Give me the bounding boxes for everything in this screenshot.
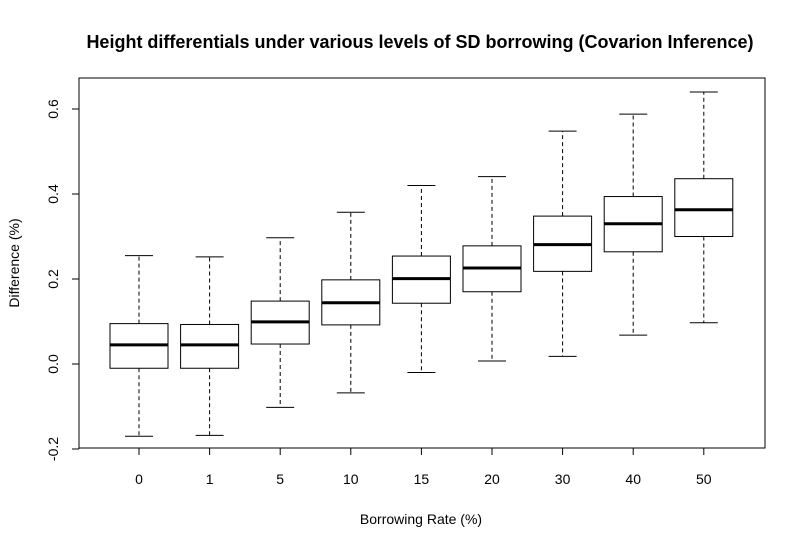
chart-title: Height differentials under various level…	[86, 32, 753, 52]
x-tick-label: 30	[555, 471, 571, 487]
y-tick-label: 0.4	[45, 184, 61, 204]
x-axis-label: Borrowing Rate (%)	[360, 511, 482, 527]
box-group-50	[674, 91, 734, 324]
box-group-0	[109, 255, 169, 437]
box-group-15	[391, 185, 451, 373]
y-axis-label: Difference (%)	[6, 218, 22, 307]
box-group-1	[180, 256, 240, 436]
y-tick-label: 0.6	[45, 99, 61, 119]
x-tick-label: 1	[206, 471, 214, 487]
box-group-20	[462, 176, 522, 362]
boxplot-series	[109, 91, 734, 437]
y-tick-label: -0.2	[45, 437, 61, 461]
x-tick-label: 10	[343, 471, 359, 487]
iqr-box	[674, 178, 734, 237]
x-axis: 0 1 5 10 15 20 30 40 50	[135, 447, 712, 487]
x-tick-label: 50	[696, 471, 712, 487]
box-group-10	[321, 211, 381, 394]
y-tick-label: 0.0	[45, 354, 61, 374]
box-group-5	[250, 237, 310, 408]
x-tick-label: 0	[135, 471, 143, 487]
box-group-30	[533, 130, 593, 357]
x-tick-label: 15	[414, 471, 430, 487]
x-tick-label: 5	[276, 471, 284, 487]
y-tick-label: 0.2	[45, 269, 61, 289]
box-group-40	[603, 113, 663, 336]
x-tick-label: 20	[484, 471, 500, 487]
x-tick-label: 40	[625, 471, 641, 487]
y-axis: -0.2 0.0 0.2 0.4 0.6	[45, 99, 80, 461]
